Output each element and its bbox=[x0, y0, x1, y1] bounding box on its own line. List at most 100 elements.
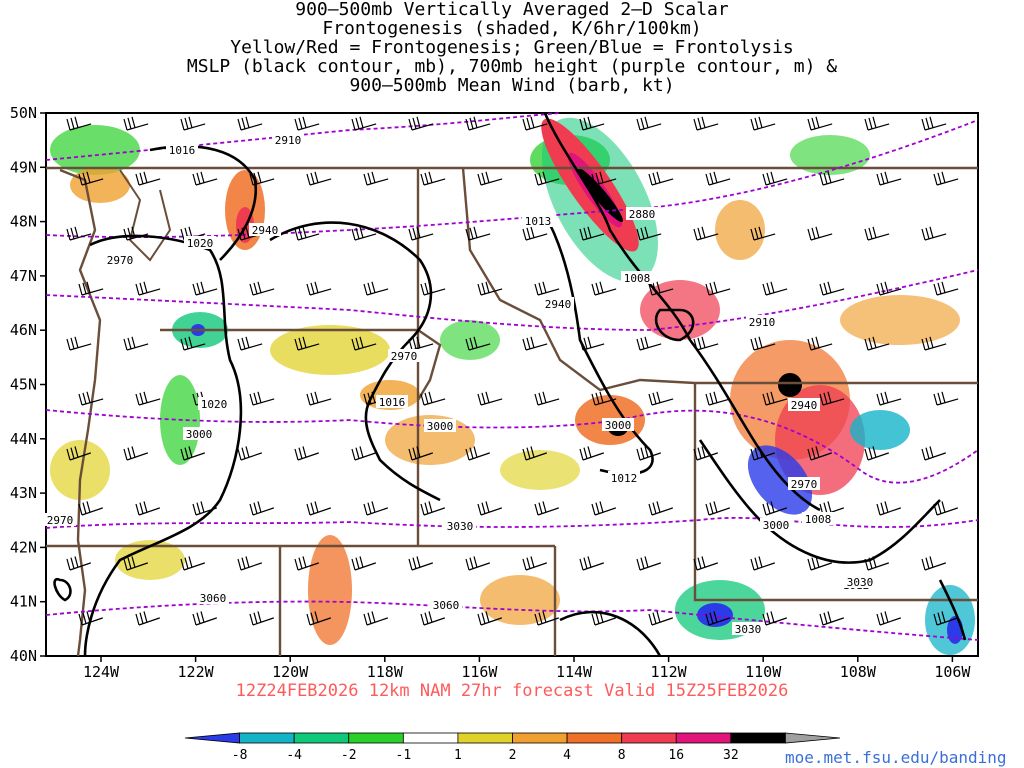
wind-barbs bbox=[66, 116, 959, 626]
wind-barb bbox=[294, 116, 320, 131]
forecast-valid-time: 12Z24FEB2026 12km NAM 27hr forecast Vali… bbox=[235, 681, 789, 701]
wind-barb bbox=[522, 446, 548, 461]
colorbar-swatch bbox=[512, 732, 568, 744]
wind-barb bbox=[579, 446, 605, 461]
wind-barb bbox=[648, 171, 674, 186]
wind-barb bbox=[693, 446, 719, 461]
wind-barb bbox=[762, 391, 788, 406]
lat-label: 49N bbox=[10, 158, 37, 176]
wind-barb bbox=[465, 556, 491, 571]
contour-labels: 1016102010131008101610203000101210081012… bbox=[44, 133, 876, 636]
colorbar-swatch bbox=[184, 732, 240, 744]
wind-barb bbox=[876, 171, 902, 186]
wind-barb bbox=[591, 611, 617, 626]
contour-label: 2910 bbox=[275, 134, 302, 147]
title-line: Frontogenesis (shaded, K/6hr/100km) bbox=[322, 18, 702, 39]
colorbar: -8 -4 -2 -1 1 2 4 8 16 32 bbox=[184, 732, 841, 763]
colorbar-label: -1 bbox=[396, 748, 412, 763]
wind-barb bbox=[78, 391, 104, 406]
wind-barb bbox=[705, 281, 731, 296]
lon-label: 108W bbox=[840, 663, 877, 681]
lon-label: 116W bbox=[461, 663, 498, 681]
wind-barb bbox=[249, 281, 275, 296]
contour-label: 1020 bbox=[201, 398, 228, 411]
contour-label: 2970 bbox=[791, 478, 818, 491]
wind-barb bbox=[249, 391, 275, 406]
wind-barb bbox=[933, 171, 959, 186]
colorbar-label: 1 bbox=[454, 748, 462, 763]
wind-barb bbox=[420, 391, 446, 406]
colorbar-label: 16 bbox=[668, 748, 684, 763]
wind-barb bbox=[705, 391, 731, 406]
wind-barb bbox=[294, 226, 320, 241]
lon-label: 118W bbox=[367, 663, 404, 681]
wind-barb bbox=[750, 556, 776, 571]
wind-barb bbox=[408, 226, 434, 241]
wind-barb bbox=[864, 446, 890, 461]
wind-barb bbox=[78, 171, 104, 186]
wind-barb bbox=[636, 446, 662, 461]
contour-label: 1020 bbox=[187, 237, 214, 250]
source-credit[interactable]: moe.met.fsu.edu/banding bbox=[785, 748, 1007, 767]
wind-barb bbox=[705, 611, 731, 626]
contour-label: 2970 bbox=[391, 350, 418, 363]
wind-barb bbox=[921, 226, 947, 241]
lat-label: 48N bbox=[10, 213, 37, 231]
contour-label: 3030 bbox=[447, 520, 474, 533]
wind-barb bbox=[249, 611, 275, 626]
lon-label: 110W bbox=[745, 663, 782, 681]
title-line: 900–500mb Vertically Averaged 2–D Scalar bbox=[295, 0, 729, 20]
contour-label: 1008 bbox=[805, 513, 832, 526]
lon-label: 114W bbox=[556, 663, 593, 681]
colorbar-swatch bbox=[566, 732, 623, 744]
wind-barb bbox=[648, 391, 674, 406]
contour-label: 2910 bbox=[749, 316, 776, 329]
wind-barb bbox=[237, 336, 263, 351]
colorbar-swatch bbox=[457, 732, 513, 744]
wind-barb bbox=[534, 171, 560, 186]
wind-barb bbox=[807, 116, 833, 131]
wind-barb bbox=[591, 501, 617, 516]
wind-barb bbox=[921, 336, 947, 351]
colorbar-label: -2 bbox=[341, 748, 357, 763]
wind-barb bbox=[363, 171, 389, 186]
contour-label: 3060 bbox=[200, 592, 227, 605]
wind-barb bbox=[864, 336, 890, 351]
wind-barb bbox=[465, 446, 491, 461]
colorbar-label: 2 bbox=[509, 748, 517, 763]
wind-barb bbox=[921, 556, 947, 571]
contour-label: 3000 bbox=[763, 519, 790, 532]
wind-barb bbox=[819, 391, 845, 406]
wind-barb bbox=[420, 171, 446, 186]
wind-barb bbox=[522, 116, 548, 131]
wind-barb bbox=[579, 556, 605, 571]
lon-label: 106W bbox=[934, 663, 971, 681]
wind-barb bbox=[864, 116, 890, 131]
wind-barb bbox=[807, 556, 833, 571]
colorbar-swatch bbox=[675, 732, 732, 744]
wind-barb bbox=[123, 446, 149, 461]
wind-barb bbox=[864, 556, 890, 571]
wind-barb bbox=[933, 391, 959, 406]
wind-barb bbox=[351, 336, 377, 351]
wind-barb bbox=[750, 226, 776, 241]
wind-barb bbox=[933, 281, 959, 296]
wind-barb bbox=[819, 171, 845, 186]
wind-barb bbox=[636, 556, 662, 571]
wind-barb bbox=[750, 446, 776, 461]
wind-barb bbox=[408, 446, 434, 461]
wind-barb bbox=[408, 556, 434, 571]
wind-barb bbox=[135, 611, 161, 626]
title-line: MSLP (black contour, mb), 700mb height (… bbox=[186, 56, 838, 77]
wind-barb bbox=[363, 501, 389, 516]
wind-barb bbox=[750, 336, 776, 351]
wind-barb bbox=[363, 611, 389, 626]
title-line: Yellow/Red = Frontogenesis; Green/Blue =… bbox=[230, 37, 794, 58]
contour-label: 3000 bbox=[186, 428, 213, 441]
contour-label: 2880 bbox=[629, 208, 656, 221]
wind-barb bbox=[705, 171, 731, 186]
wind-barb bbox=[534, 501, 560, 516]
wind-barb bbox=[135, 391, 161, 406]
mslp-contours bbox=[53, 112, 967, 657]
